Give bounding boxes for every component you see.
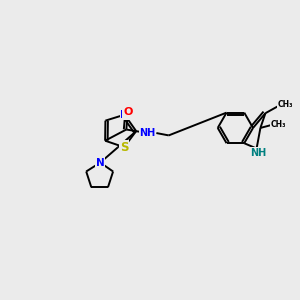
Text: O: O: [123, 107, 133, 117]
Text: S: S: [120, 141, 128, 154]
Text: N: N: [96, 158, 105, 168]
Text: CH₃: CH₃: [278, 100, 293, 109]
Text: N: N: [120, 110, 129, 120]
Text: N: N: [96, 158, 105, 168]
Text: CH₃: CH₃: [270, 121, 286, 130]
Text: NH: NH: [250, 148, 267, 158]
Text: NH: NH: [140, 128, 156, 138]
